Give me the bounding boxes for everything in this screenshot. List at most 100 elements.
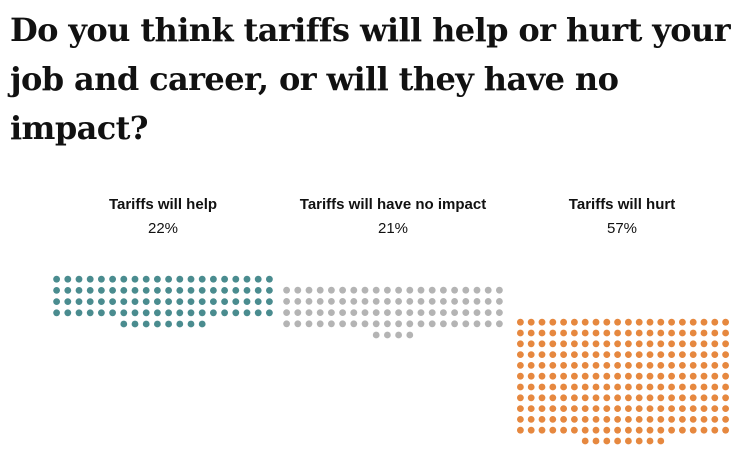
dot-hurt bbox=[646, 383, 654, 391]
dot-hurt bbox=[711, 394, 719, 402]
dot-no-impact bbox=[473, 320, 481, 328]
dot-help bbox=[266, 275, 273, 283]
dot-hurt bbox=[527, 394, 535, 402]
dot-hurt bbox=[538, 362, 546, 369]
dot-hurt bbox=[722, 426, 729, 434]
dot-hurt bbox=[538, 405, 546, 412]
dot-hurt bbox=[625, 318, 632, 326]
dot-hurt bbox=[517, 426, 524, 434]
dot-no-impact bbox=[484, 309, 492, 316]
dot-hurt bbox=[538, 329, 546, 337]
dot-no-impact bbox=[395, 309, 402, 316]
dot-no-impact bbox=[462, 298, 470, 305]
dot-no-impact bbox=[283, 320, 290, 328]
dot-hurt bbox=[603, 437, 611, 445]
dot-hurt bbox=[657, 351, 665, 358]
dot-hurt bbox=[657, 405, 665, 412]
dot-no-impact bbox=[451, 320, 458, 328]
dot-help bbox=[176, 309, 184, 317]
dot-no-impact bbox=[406, 286, 414, 294]
dot-hurt bbox=[722, 416, 729, 423]
dot-no-impact bbox=[496, 286, 503, 294]
dot-help bbox=[221, 287, 229, 294]
dot-hurt bbox=[668, 394, 675, 402]
dot-no-impact bbox=[350, 320, 358, 328]
dot-help bbox=[109, 298, 116, 305]
dot-help bbox=[75, 275, 83, 283]
dot-no-impact bbox=[428, 298, 436, 305]
dot-hurt bbox=[722, 351, 729, 358]
dot-hurt bbox=[679, 362, 686, 369]
dot-hurt bbox=[571, 394, 578, 402]
dot-group-no-impact bbox=[283, 286, 503, 339]
dot-hurt bbox=[560, 372, 567, 380]
dot-hurt bbox=[668, 351, 675, 358]
dot-hurt bbox=[527, 426, 535, 434]
dot-help bbox=[210, 287, 217, 294]
dot-hurt bbox=[635, 372, 643, 380]
dot-help bbox=[131, 320, 139, 328]
dot-hurt bbox=[614, 405, 621, 412]
group-label-help: Tariffs will help 22% bbox=[53, 193, 273, 241]
dot-hurt bbox=[668, 426, 675, 434]
dot-hurt bbox=[517, 405, 524, 412]
dot-help bbox=[266, 309, 273, 317]
dot-hurt bbox=[700, 416, 708, 423]
dot-hurt bbox=[571, 329, 578, 337]
dot-hurt bbox=[603, 351, 611, 358]
dot-hurt bbox=[679, 372, 686, 380]
dot-hurt bbox=[603, 426, 611, 434]
dot-help bbox=[154, 287, 161, 294]
dot-hurt bbox=[581, 416, 589, 423]
dot-help bbox=[154, 320, 161, 328]
dot-hurt bbox=[614, 318, 621, 326]
dot-hurt bbox=[560, 416, 567, 423]
dot-help bbox=[98, 275, 105, 283]
dot-hurt bbox=[560, 329, 567, 337]
dot-hurt bbox=[722, 394, 729, 402]
dot-no-impact bbox=[361, 286, 369, 294]
dot-help bbox=[221, 298, 229, 305]
dot-help bbox=[165, 275, 173, 283]
dot-no-impact bbox=[484, 320, 492, 328]
dot-help bbox=[142, 298, 150, 305]
dot-no-impact bbox=[350, 298, 358, 305]
dot-hurt bbox=[625, 405, 632, 412]
dot-hurt bbox=[560, 318, 567, 326]
dot-no-impact bbox=[384, 309, 391, 316]
dot-hurt bbox=[581, 383, 589, 391]
dot-no-impact bbox=[462, 320, 470, 328]
dot-no-impact bbox=[384, 286, 391, 294]
dot-help bbox=[243, 287, 251, 294]
dot-hurt bbox=[527, 405, 535, 412]
dot-help bbox=[64, 287, 72, 294]
dot-help bbox=[232, 275, 240, 283]
group-label-hurt: Tariffs will hurt 57% bbox=[512, 193, 732, 241]
value-label-hurt: 57% bbox=[606, 220, 638, 237]
dot-help bbox=[75, 309, 83, 317]
dot-hurt bbox=[614, 362, 621, 369]
dot-no-impact bbox=[328, 286, 335, 294]
dot-hurt bbox=[614, 329, 621, 337]
dot-help bbox=[187, 309, 195, 317]
dot-hurt bbox=[722, 329, 729, 337]
dot-hurt bbox=[571, 405, 578, 412]
dot-hurt bbox=[679, 383, 686, 391]
dot-help bbox=[176, 298, 184, 305]
dot-help bbox=[120, 287, 128, 294]
dot-no-impact bbox=[428, 286, 436, 294]
dot-hurt bbox=[571, 426, 578, 434]
dot-hurt bbox=[560, 351, 567, 358]
dot-hurt bbox=[711, 329, 719, 337]
dot-no-impact bbox=[361, 298, 369, 305]
dot-help bbox=[176, 287, 184, 294]
dot-hurt bbox=[560, 426, 567, 434]
dot-help bbox=[243, 275, 251, 283]
dot-hurt bbox=[625, 372, 632, 380]
dot-hurt bbox=[517, 383, 524, 391]
dot-no-impact bbox=[451, 309, 458, 316]
dot-no-impact bbox=[451, 286, 458, 294]
dot-no-impact bbox=[406, 309, 414, 316]
dot-hurt bbox=[549, 426, 557, 434]
dot-hurt bbox=[700, 394, 708, 402]
